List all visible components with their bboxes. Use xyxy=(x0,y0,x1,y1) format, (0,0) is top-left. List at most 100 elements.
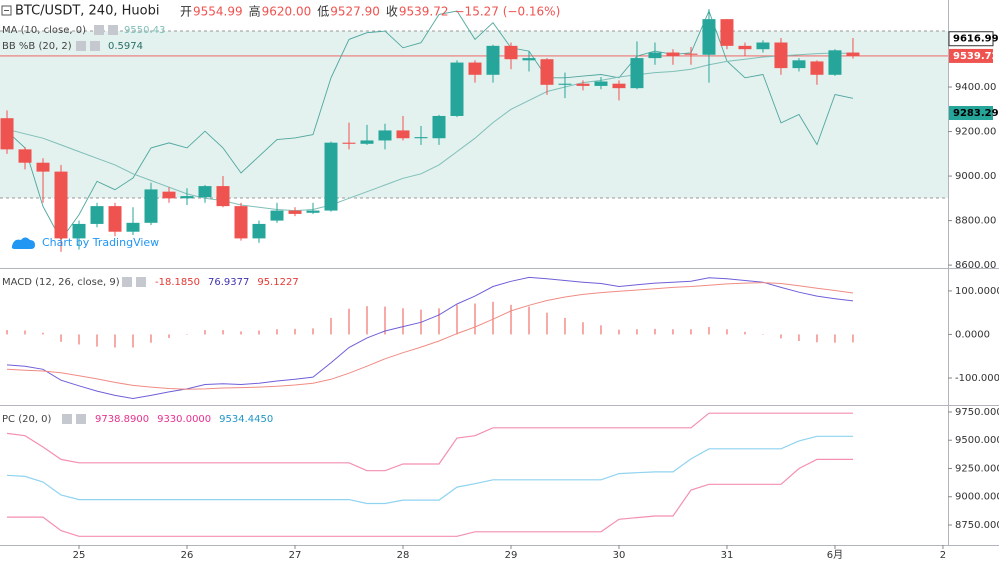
candle-body xyxy=(180,196,194,199)
ohlc-value: 9527.90 xyxy=(330,5,380,19)
y-tick-label: 9000.00 xyxy=(955,171,996,182)
candle-body xyxy=(144,189,158,223)
symbol-title: BTC/USDT, 240, Huobi xyxy=(15,4,159,19)
x-tick-label: 28 xyxy=(397,550,410,561)
macd-line xyxy=(6,276,854,400)
y-tick-label: 9500.0000 xyxy=(955,435,999,446)
candle-body xyxy=(108,206,122,232)
ohlc-value: 9554.99 xyxy=(193,5,243,19)
candle-body xyxy=(270,210,284,221)
y-tick-label: -100.0000 xyxy=(955,373,999,384)
bb-legend: BB %B (20, 2) xyxy=(2,41,72,52)
close-icon[interactable] xyxy=(108,25,118,35)
y-tick-label: 0.0000 xyxy=(955,329,990,340)
candle-body xyxy=(360,140,374,144)
pc-value: 9330.0000 xyxy=(157,414,211,425)
candle-body xyxy=(648,52,662,59)
y-tick-label: 8600.00 xyxy=(955,260,996,271)
y-tick-label: 9400.00 xyxy=(955,82,996,93)
candle-body xyxy=(36,162,50,172)
candle-body xyxy=(666,52,680,56)
candle-body xyxy=(774,42,788,69)
candle-body xyxy=(234,206,248,239)
settings-icon[interactable] xyxy=(94,25,104,35)
ohlc-label: 高 xyxy=(249,4,261,19)
price-label-box xyxy=(949,48,993,63)
candle-body xyxy=(90,206,104,224)
candle-body xyxy=(378,130,392,141)
y-tick-label: 8750.0000 xyxy=(955,520,999,531)
close-icon[interactable] xyxy=(90,41,100,51)
pc-value: 9534.4450 xyxy=(219,414,273,425)
pc-legend: PC (20, 0) xyxy=(2,414,52,425)
watermark: Chart by TradingView xyxy=(42,236,159,249)
pc-line xyxy=(6,412,853,472)
y-tick-label: 9000.0000 xyxy=(955,492,999,503)
candle-body xyxy=(216,186,230,207)
x-tick-label: 6月 xyxy=(827,549,843,561)
pc-value: 9738.8900 xyxy=(95,414,149,425)
x-tick-label: 30 xyxy=(613,550,626,561)
candle-body xyxy=(486,45,500,75)
candle-body xyxy=(576,83,590,86)
candle-body xyxy=(468,62,482,75)
candle-body xyxy=(126,222,140,232)
candle-body xyxy=(702,19,716,55)
settings-icon[interactable] xyxy=(76,41,86,51)
candle-body xyxy=(0,118,14,150)
price-label-box xyxy=(949,106,993,121)
candle-body xyxy=(342,142,356,144)
candle-body xyxy=(612,83,626,89)
candle-body xyxy=(738,45,752,50)
candle-body xyxy=(720,19,734,46)
macd-value: 76.9377 xyxy=(208,277,249,288)
candle-body xyxy=(252,223,266,239)
y-tick-label: 9750.0000 xyxy=(955,407,999,418)
ma-legend: MA (10, close, 0) xyxy=(2,25,86,36)
price-label-box xyxy=(948,31,994,47)
candle-body xyxy=(540,59,554,85)
candle-body xyxy=(522,58,536,61)
pc-line xyxy=(6,435,853,505)
y-tick-label: 9250.0000 xyxy=(955,463,999,474)
macd-legend: MACD (12, 26, close, 9) xyxy=(2,277,120,288)
settings-icon[interactable] xyxy=(122,277,132,287)
price-label: 9283.29 xyxy=(953,108,999,119)
candle-body xyxy=(792,60,806,69)
ohlc-label: 开 xyxy=(180,5,192,19)
bb-band xyxy=(0,31,948,199)
candle-body xyxy=(756,42,770,50)
close-icon[interactable] xyxy=(136,277,146,287)
candle-body xyxy=(324,142,338,211)
macd-line xyxy=(6,282,854,390)
candle-body xyxy=(306,210,320,213)
candle-body xyxy=(414,137,428,139)
candle-body xyxy=(432,115,446,139)
candle-body xyxy=(18,149,32,163)
candle-body xyxy=(558,83,572,85)
candle-body xyxy=(630,58,644,89)
ma-value: 9550.43 xyxy=(124,25,165,36)
macd-value: 95.1227 xyxy=(257,277,298,288)
ohlc-label: 收 xyxy=(386,5,398,19)
ohlc-value: 9539.72 xyxy=(399,5,449,19)
candle-body xyxy=(54,171,68,239)
ohlc-value: 9620.00 xyxy=(262,5,312,19)
price-label: 9616.99 xyxy=(953,34,999,45)
candle-body xyxy=(72,223,86,239)
close-icon[interactable] xyxy=(76,414,86,424)
collapse-icon[interactable] xyxy=(1,5,12,16)
ohlc-label: 低 xyxy=(317,5,329,19)
legend: BTC/USDT, 240, Huobi MA (10, close, 0) 9… xyxy=(1,4,165,425)
y-tick-label: 9200.00 xyxy=(955,127,996,138)
settings-icon[interactable] xyxy=(62,414,72,424)
candle-body xyxy=(162,191,176,199)
bb-value: 0.5974 xyxy=(108,41,143,52)
candle-body xyxy=(504,45,518,60)
x-tick-label: 27 xyxy=(289,550,302,561)
x-tick-label: 2 xyxy=(940,550,946,561)
macd-value: -18.1850 xyxy=(155,277,200,288)
candle-body xyxy=(396,130,410,139)
